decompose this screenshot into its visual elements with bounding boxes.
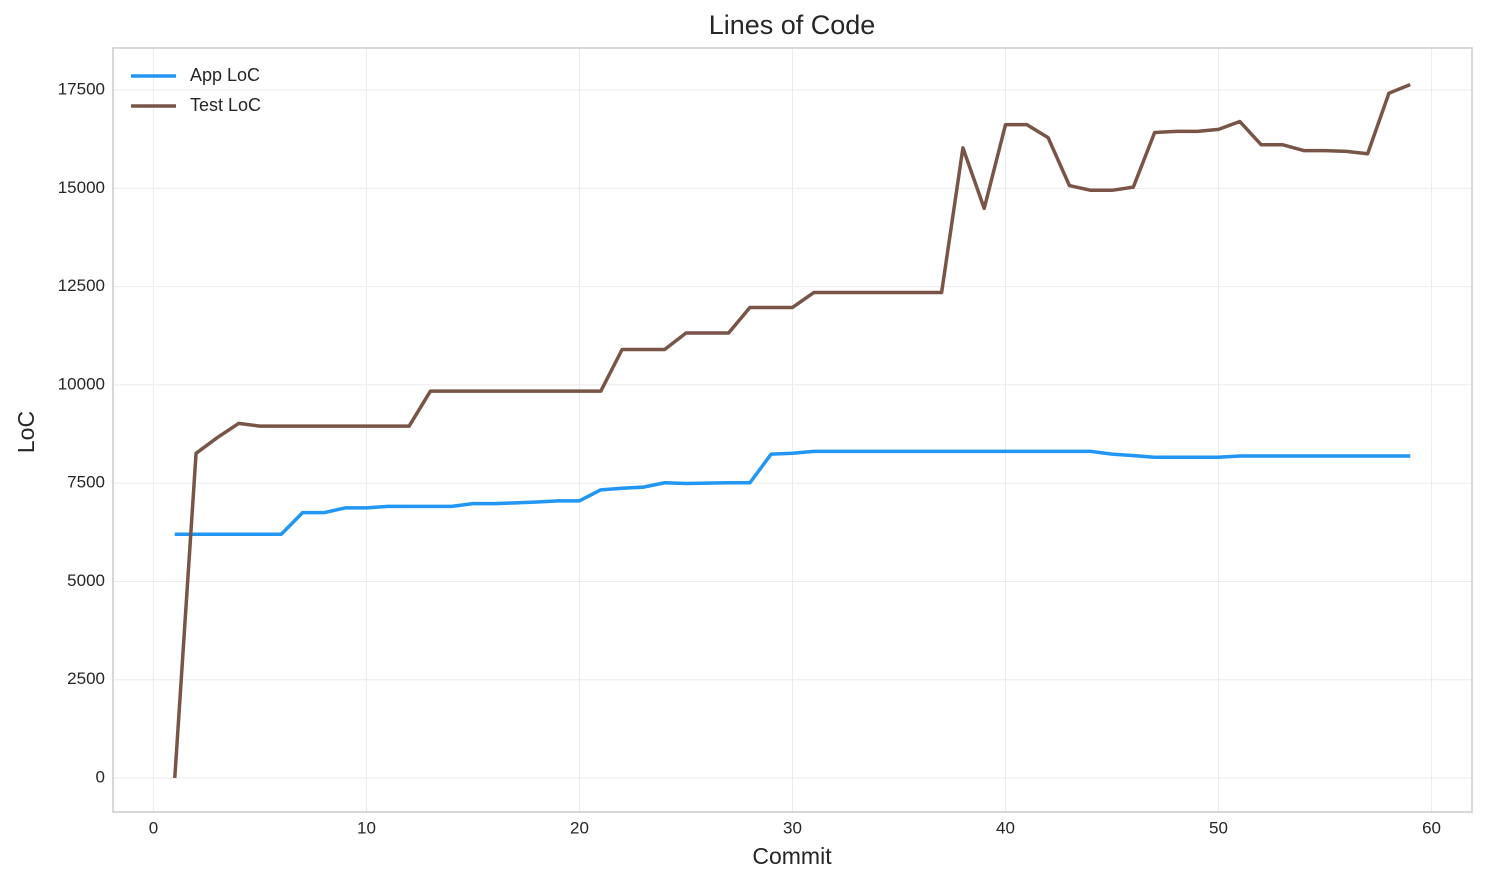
x-tick-label: 0 bbox=[149, 818, 158, 837]
x-tick-label: 20 bbox=[570, 818, 589, 837]
x-tick-label: 40 bbox=[996, 818, 1015, 837]
y-tick-label: 12500 bbox=[58, 276, 105, 295]
y-tick-label: 5000 bbox=[67, 571, 105, 590]
y-tick-label: 7500 bbox=[67, 473, 105, 492]
series-line bbox=[173, 82, 1411, 779]
legend-label: App LoC bbox=[190, 65, 260, 85]
chart-title: Lines of Code bbox=[709, 10, 876, 40]
legend-label: Test LoC bbox=[190, 95, 261, 115]
y-tick-label: 17500 bbox=[58, 80, 105, 99]
x-tick-label: 50 bbox=[1209, 818, 1228, 837]
y-tick-label: 0 bbox=[96, 767, 105, 786]
x-tick-label: 10 bbox=[357, 818, 376, 837]
plot-frame bbox=[112, 47, 1473, 813]
y-tick-label: 10000 bbox=[58, 374, 105, 393]
series-line bbox=[174, 449, 1411, 537]
y-tick-label: 15000 bbox=[58, 178, 105, 197]
x-axis-label: Commit bbox=[752, 843, 832, 869]
y-axis-label: LoC bbox=[13, 411, 39, 453]
x-tick-label: 60 bbox=[1422, 818, 1441, 837]
x-tick-label: 30 bbox=[783, 818, 802, 837]
y-tick-label: 2500 bbox=[67, 669, 105, 688]
